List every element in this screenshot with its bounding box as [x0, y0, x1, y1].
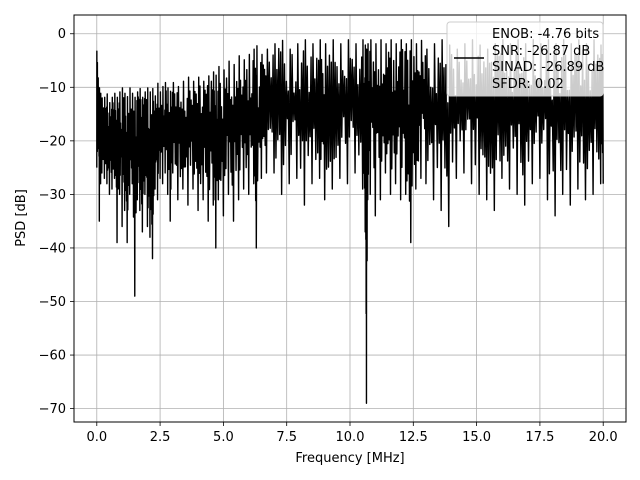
y-tick-label: −60 [39, 349, 66, 364]
legend-entry-enob: ENOB: -4.76 bits [492, 27, 599, 42]
psd-series-line [96, 39, 604, 404]
x-tick-label: 10.0 [336, 430, 365, 445]
x-tick-label: 17.5 [525, 430, 554, 445]
y-tick-label: −40 [39, 241, 66, 256]
y-tick-label: −50 [39, 295, 66, 310]
x-tick-label: 20.0 [589, 430, 618, 445]
y-tick-label: −20 [39, 134, 66, 149]
y-tick-label: −70 [39, 402, 66, 417]
x-tick-label: 7.5 [276, 430, 297, 445]
legend-entry-sinad: SINAD: -26.89 dB [492, 60, 604, 75]
legend: ENOB: -4.76 bits SNR: -26.87 dB SINAD: -… [446, 21, 604, 97]
x-axis: 0.0 2.5 5.0 7.5 10.0 12.5 15.0 17.5 20.0 [86, 422, 618, 445]
x-tick-label: 12.5 [399, 430, 428, 445]
legend-entry-snr: SNR: -26.87 dB [492, 44, 590, 59]
x-axis-label: Frequency [MHz] [295, 451, 404, 466]
x-tick-label: 5.0 [213, 430, 234, 445]
y-axis-label: PSD [dB] [14, 189, 29, 247]
x-tick-label: 2.5 [150, 430, 171, 445]
legend-box [446, 21, 604, 97]
series-layer [96, 39, 604, 404]
y-tick-label: −10 [39, 81, 66, 96]
y-axis: 0 −10 −20 −30 −40 −50 −60 −70 [39, 27, 74, 417]
x-tick-label: 15.0 [462, 430, 491, 445]
x-tick-label: 0.0 [86, 430, 107, 445]
legend-entry-sfdr: SFDR: 0.02 [492, 77, 564, 92]
y-tick-label: 0 [58, 27, 66, 42]
y-tick-label: −30 [39, 188, 66, 203]
